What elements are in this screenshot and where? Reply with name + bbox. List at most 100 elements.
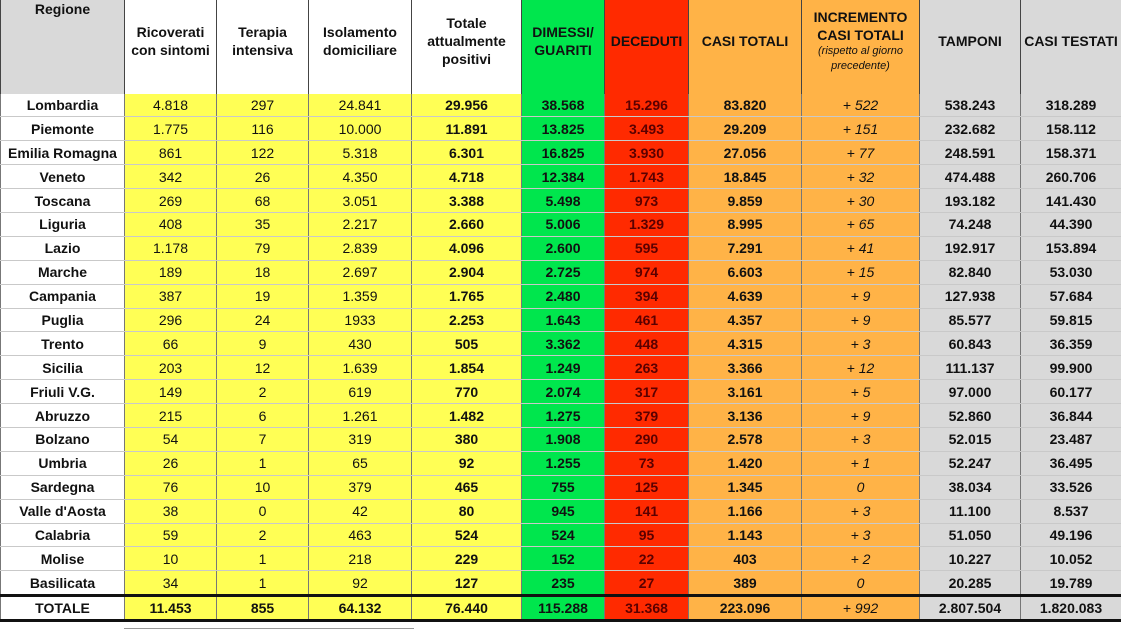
casi-testati-cell: 158.371 xyxy=(1020,140,1121,166)
dimessi-cell: 524 xyxy=(521,523,605,548)
isolamento-cell: 1.639 xyxy=(308,355,412,381)
incremento-cell: + 30 xyxy=(801,188,920,213)
isolamento-cell: 218 xyxy=(308,546,412,572)
casi-totali-cell: 3.136 xyxy=(688,403,802,428)
casi-testati-cell: 36.495 xyxy=(1020,451,1121,476)
deceduti-cell: 141 xyxy=(604,499,689,524)
positivi-cell: 4.096 xyxy=(411,236,522,261)
positivi-cell: 11.891 xyxy=(411,116,522,142)
deceduti-cell: 31.368 xyxy=(604,594,689,623)
dimessi-cell: 2.600 xyxy=(521,236,605,261)
total-row: TOTALE 11.453 855 64.132 76.440 115.288 31.368… xyxy=(0,594,1121,623)
isolamento-cell: 379 xyxy=(308,475,412,500)
deceduti-cell: 974 xyxy=(604,260,689,285)
table-row: Lazio 1.178 79 2.839 4.096 2.600 595 7.291 + 41 1… xyxy=(0,236,1121,261)
positivi-cell: 524 xyxy=(411,523,522,548)
positivi-cell: 29.956 xyxy=(411,93,522,118)
table-row: Puglia 296 24 1933 2.253 1.643 461 4.357 + 9 85.5… xyxy=(0,308,1121,333)
table-row: Umbria 26 1 65 92 1.255 73 1.420 + 1 52.247 36.495 xyxy=(0,451,1121,476)
casi-totali-cell: 7.291 xyxy=(688,236,802,261)
isolamento-cell: 10.000 xyxy=(308,116,412,142)
tamponi-cell: 193.182 xyxy=(919,188,1021,213)
casi-totali-cell: 403 xyxy=(688,546,802,572)
casi-totali-cell: 223.096 xyxy=(688,594,802,623)
terapia-cell: 26 xyxy=(216,164,309,190)
terapia-cell: 7 xyxy=(216,427,309,452)
table-row: Sardegna 76 10 379 465 755 125 1.345 0 38.034 33.5… xyxy=(0,475,1121,500)
region-cell: Friuli V.G. xyxy=(0,379,125,405)
table-row: Abruzzo 215 6 1.261 1.482 1.275 379 3.136 + 9 52.… xyxy=(0,403,1121,428)
table-row: Lombardia 4.818 297 24.841 29.956 38.568 15.29… xyxy=(0,93,1121,118)
dimessi-cell: 235 xyxy=(521,570,605,597)
incremento-cell: + 522 xyxy=(801,93,920,118)
dimessi-cell: 1.249 xyxy=(521,355,605,381)
casi-totali-cell: 1.143 xyxy=(688,523,802,548)
incremento-cell: 0 xyxy=(801,475,920,500)
terapia-cell: 1 xyxy=(216,570,309,597)
dimessi-cell: 1.643 xyxy=(521,308,605,333)
casi-totali-cell: 4.357 xyxy=(688,308,802,333)
table-row: Veneto 342 26 4.350 4.718 12.384 1.743 18.845 + … xyxy=(0,164,1121,190)
isolamento-cell: 2.839 xyxy=(308,236,412,261)
tamponi-cell: 10.227 xyxy=(919,546,1021,572)
table-row: Sicilia 203 12 1.639 1.854 1.249 263 3.366 + 12 1… xyxy=(0,355,1121,381)
ricoverati-cell: 26 xyxy=(124,451,217,476)
casi-totali-cell: 18.845 xyxy=(688,164,802,190)
casi-totali-cell: 1.345 xyxy=(688,475,802,500)
deceduti-cell: 73 xyxy=(604,451,689,476)
tamponi-cell: 52.247 xyxy=(919,451,1021,476)
casi-totali-cell: 29.209 xyxy=(688,116,802,142)
casi-totali-cell: 8.995 xyxy=(688,212,802,237)
tamponi-cell: 111.137 xyxy=(919,355,1021,381)
incremento-cell: + 2 xyxy=(801,546,920,572)
tamponi-cell: 2.807.504 xyxy=(919,594,1021,623)
positivi-cell: 4.718 xyxy=(411,164,522,190)
deceduti-cell: 290 xyxy=(604,427,689,452)
incremento-cell: + 3 xyxy=(801,427,920,452)
incremento-cell: + 992 xyxy=(801,594,920,623)
region-cell: TOTALE xyxy=(0,594,125,623)
casi-totali-cell: 9.859 xyxy=(688,188,802,213)
region-cell: Veneto xyxy=(0,164,125,190)
terapia-cell: 1 xyxy=(216,451,309,476)
table-row: Marche 189 18 2.697 2.904 2.725 974 6.603 + 15 82… xyxy=(0,260,1121,285)
terapia-cell: 116 xyxy=(216,116,309,142)
dimessi-cell: 1.275 xyxy=(521,403,605,428)
casi-testati-cell: 57.684 xyxy=(1020,284,1121,309)
incremento-cell: + 41 xyxy=(801,236,920,261)
incremento-cell: + 1 xyxy=(801,451,920,476)
casi-testati-cell: 318.289 xyxy=(1020,93,1121,118)
table-row: Molise 10 1 218 229 152 22 403 + 2 10.227 10.052 xyxy=(0,546,1121,572)
positivi-cell: 92 xyxy=(411,451,522,476)
deceduti-cell: 3.493 xyxy=(604,116,689,142)
terapia-cell: 855 xyxy=(216,594,309,623)
terapia-cell: 1 xyxy=(216,546,309,572)
table-row: Calabria 59 2 463 524 524 95 1.143 + 3 51.050 49.1… xyxy=(0,523,1121,548)
ricoverati-cell: 54 xyxy=(124,427,217,452)
ricoverati-cell: 76 xyxy=(124,475,217,500)
isolamento-cell: 3.051 xyxy=(308,188,412,213)
casi-testati-cell: 153.894 xyxy=(1020,236,1121,261)
tamponi-cell: 248.591 xyxy=(919,140,1021,166)
header-incremento: INCREMENTO CASI TOTALI (rispetto al gior… xyxy=(801,0,920,94)
incremento-cell: + 32 xyxy=(801,164,920,190)
tamponi-cell: 192.917 xyxy=(919,236,1021,261)
dimessi-cell: 755 xyxy=(521,475,605,500)
terapia-cell: 122 xyxy=(216,140,309,166)
dimessi-cell: 1.908 xyxy=(521,427,605,452)
ricoverati-cell: 1.178 xyxy=(124,236,217,261)
isolamento-cell: 463 xyxy=(308,523,412,548)
terapia-cell: 6 xyxy=(216,403,309,428)
header-ricoverati: Ricoverati con sintomi xyxy=(124,0,217,94)
deceduti-cell: 3.930 xyxy=(604,140,689,166)
casi-testati-cell: 10.052 xyxy=(1020,546,1121,572)
table-row: Piemonte 1.775 116 10.000 11.891 13.825 3.493 2… xyxy=(0,116,1121,142)
casi-totali-cell: 389 xyxy=(688,570,802,597)
region-cell: Umbria xyxy=(0,451,125,476)
header-totale-positivi: Totale attualmente positivi xyxy=(411,0,522,94)
header-dimessi: DIMESSI/ GUARITI xyxy=(521,0,605,94)
casi-testati-cell: 36.844 xyxy=(1020,403,1121,428)
dimessi-cell: 1.255 xyxy=(521,451,605,476)
isolamento-cell: 2.217 xyxy=(308,212,412,237)
